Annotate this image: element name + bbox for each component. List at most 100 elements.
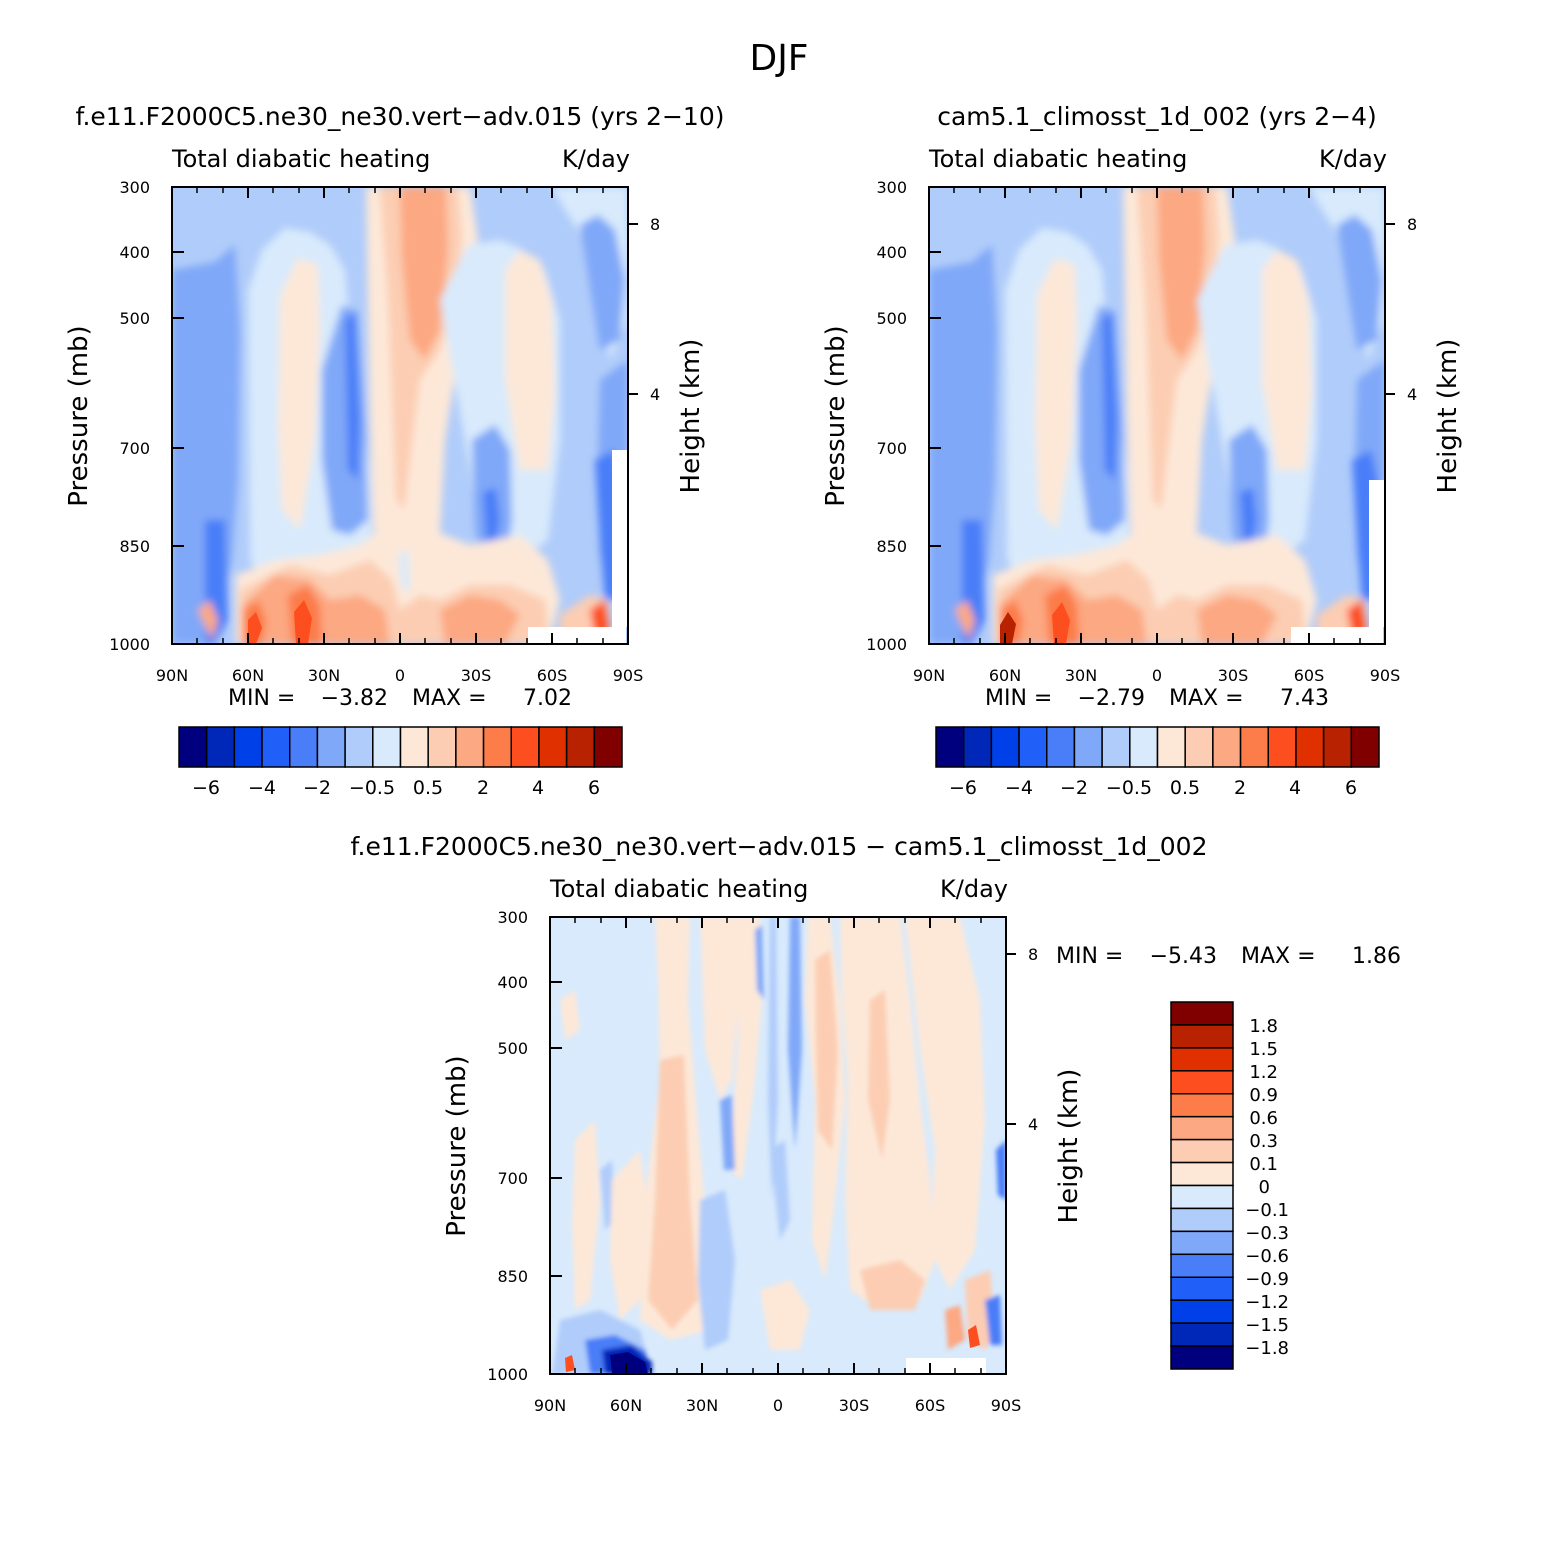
panel-1-xtick-60N: 60N <box>232 666 264 685</box>
panel-2-ytick-850: 850 <box>876 537 907 556</box>
panel-1-xtick-0: 0 <box>395 666 405 685</box>
panel-2-minor-ticks <box>953 187 1361 644</box>
panel-3-x-ticklabels: 90N 60N 30N 0 30S 60S 90S <box>534 1396 1021 1415</box>
colorbar-box <box>1170 1207 1234 1233</box>
panel-2-colorbar-labels: −6 −4 −2 −0.5 0.5 2 4 6 <box>949 777 1357 799</box>
panel-3-minor-ticks <box>574 917 982 1374</box>
panel-2-min-label: MIN = <box>985 686 1052 711</box>
panel-1-cb-label: −6 <box>192 777 220 799</box>
panel-2-ytick-300: 300 <box>876 178 907 197</box>
panel-3-cb-label: 0.9 <box>1249 1085 1278 1106</box>
panel-1-min-label: MIN = <box>228 686 295 711</box>
panel-3-cb-label: −0.3 <box>1245 1223 1289 1244</box>
colorbar-box <box>1101 726 1131 768</box>
colorbar-box <box>1350 726 1380 768</box>
panel-2-cb-label: 6 <box>1345 777 1357 799</box>
colorbar-box <box>233 726 263 768</box>
panel-2-xtick-30N: 30N <box>1065 666 1097 685</box>
panel-3-cb-label: 1.8 <box>1249 1016 1278 1037</box>
panel-3-y-ticklabels: 300 400 500 700 850 1000 <box>487 908 528 1384</box>
panel-2-cb-label: 4 <box>1289 777 1301 799</box>
colorbar-box <box>1267 726 1297 768</box>
colorbar-box <box>1170 1115 1234 1141</box>
panel-3-xtick-60S: 60S <box>915 1396 946 1415</box>
colorbar-box <box>1129 726 1159 768</box>
panel-2-colorbar: −6 −4 −2 −0.5 0.5 2 4 6 <box>935 726 1380 799</box>
panel-3-cb-label: 1.2 <box>1249 1062 1278 1083</box>
colorbar-box <box>1170 1070 1234 1095</box>
panel-2-ytick-400: 400 <box>876 243 907 262</box>
panel-1-subtitle-left: Total diabatic heating <box>171 145 430 173</box>
colorbar-box <box>935 726 965 768</box>
panel-3-max-value: 1.86 <box>1352 944 1401 969</box>
panel-1-max-value: 7.02 <box>523 686 572 711</box>
panel-3-ticks <box>549 916 1016 1375</box>
panel-3-ytick-850: 850 <box>497 1267 528 1286</box>
colorbar-box <box>1170 1276 1234 1301</box>
panel-1-subtitle-right: K/day <box>562 145 630 173</box>
panel-1-cb-label: 6 <box>588 777 600 799</box>
panel-1-y-right-ticklabels: 8 4 <box>650 215 660 404</box>
panel-2-ytick-500: 500 <box>876 309 907 328</box>
panel-2-height-4: 4 <box>1407 385 1417 404</box>
panel-2-xtick-0: 0 <box>1152 666 1162 685</box>
panel-3-height-8: 8 <box>1028 945 1038 964</box>
panel-2-xtick-60N: 60N <box>989 666 1021 685</box>
colorbar-box <box>1170 1345 1234 1370</box>
panel-1-min-value: −3.82 <box>321 686 388 711</box>
colorbar-box <box>1073 726 1103 768</box>
colorbar-box <box>962 726 993 768</box>
panel-1: f.e11.F2000C5.ne30_ne30.vert−adv.015 (yr… <box>64 102 724 799</box>
panel-3-xtick-30N: 30N <box>686 1396 718 1415</box>
panel-3-colorbar-labels: 1.8 1.5 1.2 0.9 0.6 0.3 0.1 0 −0.1 −0.3 … <box>1245 1016 1289 1359</box>
figure-title: DJF <box>749 38 808 79</box>
panel-1-contour-field <box>172 187 628 644</box>
panel-3-cb-label: −1.2 <box>1245 1292 1289 1313</box>
colorbar-box <box>1295 726 1325 768</box>
panel-1-xtick-30N: 30N <box>308 666 340 685</box>
panel-2-xtick-60S: 60S <box>1294 666 1325 685</box>
colorbar-box <box>1184 726 1214 768</box>
panel-2-ticks <box>928 186 1395 645</box>
panel-1-ylabel: Pressure (mb) <box>64 325 94 506</box>
colorbar-box <box>1322 726 1353 768</box>
panel-1-minor-ticks <box>196 187 604 644</box>
colorbar-box <box>538 726 568 768</box>
panel-3-ytick-400: 400 <box>497 973 528 992</box>
colorbar-box <box>1018 726 1048 768</box>
panel-1-ytick-850: 850 <box>119 537 150 556</box>
colorbar-box <box>289 726 319 768</box>
panel-2-stats: MIN = −2.79 MAX = 7.43 <box>985 686 1329 711</box>
panel-2-ylabel-right: Height (km) <box>1433 339 1463 494</box>
panel-2-cb-label: −2 <box>1060 777 1088 799</box>
panel-3: f.e11.F2000C5.ne30_ne30.vert−adv.015 − c… <box>351 832 1401 1415</box>
panel-2-cb-label: −4 <box>1005 777 1033 799</box>
panel-2-height-8: 8 <box>1407 215 1417 234</box>
colorbar-box <box>1170 1184 1234 1210</box>
colorbar-box <box>399 726 429 768</box>
panel-1-xtick-60S: 60S <box>537 666 568 685</box>
panel-1-colorbar-boxes <box>178 726 623 768</box>
panel-3-ylabel: Pressure (mb) <box>442 1055 472 1236</box>
panel-1-cb-label: −2 <box>303 777 331 799</box>
panel-2-subtitle-right: K/day <box>1319 145 1387 173</box>
panel-1-xtick-90S: 90S <box>613 666 644 685</box>
panel-2-ylabel: Pressure (mb) <box>821 325 851 506</box>
panel-3-ytick-500: 500 <box>497 1039 528 1058</box>
panel-2-cb-label: −6 <box>949 777 977 799</box>
panel-2-max-value: 7.43 <box>1280 686 1329 711</box>
panel-3-cb-label: 0.1 <box>1249 1154 1278 1175</box>
panel-3-stats: MIN = −5.43 MAX = 1.86 <box>1056 944 1401 969</box>
panel-3-cb-label: 0 <box>1259 1177 1270 1198</box>
panel-1-x-ticklabels: 90N 60N 30N 0 30S 60S 90S <box>156 666 643 685</box>
panel-1-title: f.e11.F2000C5.ne30_ne30.vert−adv.015 (yr… <box>76 102 725 131</box>
panel-3-y-right-ticklabels: 8 4 <box>1028 945 1038 1134</box>
panel-1-ytick-500: 500 <box>119 309 150 328</box>
panel-3-xtick-90N: 90N <box>534 1396 566 1415</box>
panel-3-min-label: MIN = <box>1056 944 1123 969</box>
colorbar-box <box>261 726 291 768</box>
panel-1-cb-label: 0.5 <box>413 777 443 799</box>
panel-1-xtick-90N: 90N <box>156 666 188 685</box>
colorbar-box <box>1046 726 1076 768</box>
